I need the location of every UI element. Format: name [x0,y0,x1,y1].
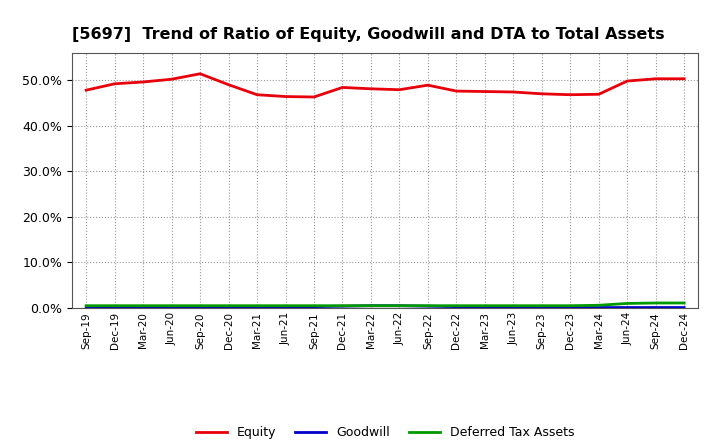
Goodwill [480,304,489,310]
Goodwill [395,303,404,308]
Legend: Equity, Goodwill, Deferred Tax Assets: Equity, Goodwill, Deferred Tax Assets [191,422,580,440]
Deferred Tax Assets [452,303,461,308]
Equity [82,88,91,93]
Deferred Tax Assets [652,301,660,306]
Goodwill [566,305,575,310]
Goodwill [225,304,233,309]
Text: [5697]  Trend of Ratio of Equity, Goodwill and DTA to Total Assets: [5697] Trend of Ratio of Equity, Goodwil… [72,27,665,42]
Equity [110,81,119,86]
Equity [452,88,461,94]
Deferred Tax Assets [225,303,233,308]
Line: Equity: Equity [86,74,684,97]
Deferred Tax Assets [253,303,261,308]
Deferred Tax Assets [566,303,575,308]
Deferred Tax Assets [509,303,518,308]
Deferred Tax Assets [110,303,119,308]
Goodwill [139,304,148,309]
Goodwill [282,304,290,309]
Equity [680,76,688,81]
Deferred Tax Assets [423,303,432,308]
Goodwill [310,304,318,309]
Equity [167,77,176,82]
Goodwill [366,303,375,308]
Deferred Tax Assets [82,303,91,308]
Equity [480,89,489,94]
Deferred Tax Assets [623,301,631,306]
Deferred Tax Assets [480,303,489,308]
Deferred Tax Assets [680,301,688,306]
Equity [623,78,631,84]
Deferred Tax Assets [537,303,546,308]
Equity [509,89,518,95]
Equity [139,79,148,84]
Deferred Tax Assets [366,303,375,308]
Goodwill [110,304,119,309]
Goodwill [623,305,631,310]
Equity [652,76,660,81]
Line: Deferred Tax Assets: Deferred Tax Assets [86,303,684,306]
Equity [395,87,404,92]
Equity [423,83,432,88]
Deferred Tax Assets [167,303,176,308]
Goodwill [680,305,688,310]
Deferred Tax Assets [395,303,404,308]
Deferred Tax Assets [338,303,347,308]
Equity [310,94,318,99]
Goodwill [196,304,204,309]
Equity [537,91,546,96]
Goodwill [537,305,546,310]
Deferred Tax Assets [595,303,603,308]
Equity [338,85,347,90]
Deferred Tax Assets [139,303,148,308]
Deferred Tax Assets [196,303,204,308]
Goodwill [167,304,176,309]
Equity [282,94,290,99]
Goodwill [338,304,347,309]
Equity [196,71,204,77]
Equity [366,86,375,92]
Goodwill [652,305,660,310]
Goodwill [452,304,461,309]
Goodwill [509,305,518,310]
Equity [566,92,575,97]
Equity [225,82,233,87]
Goodwill [423,304,432,309]
Deferred Tax Assets [310,303,318,308]
Equity [595,92,603,97]
Line: Goodwill: Goodwill [86,306,684,308]
Goodwill [253,304,261,309]
Equity [253,92,261,97]
Goodwill [82,304,91,309]
Goodwill [595,305,603,310]
Deferred Tax Assets [282,303,290,308]
